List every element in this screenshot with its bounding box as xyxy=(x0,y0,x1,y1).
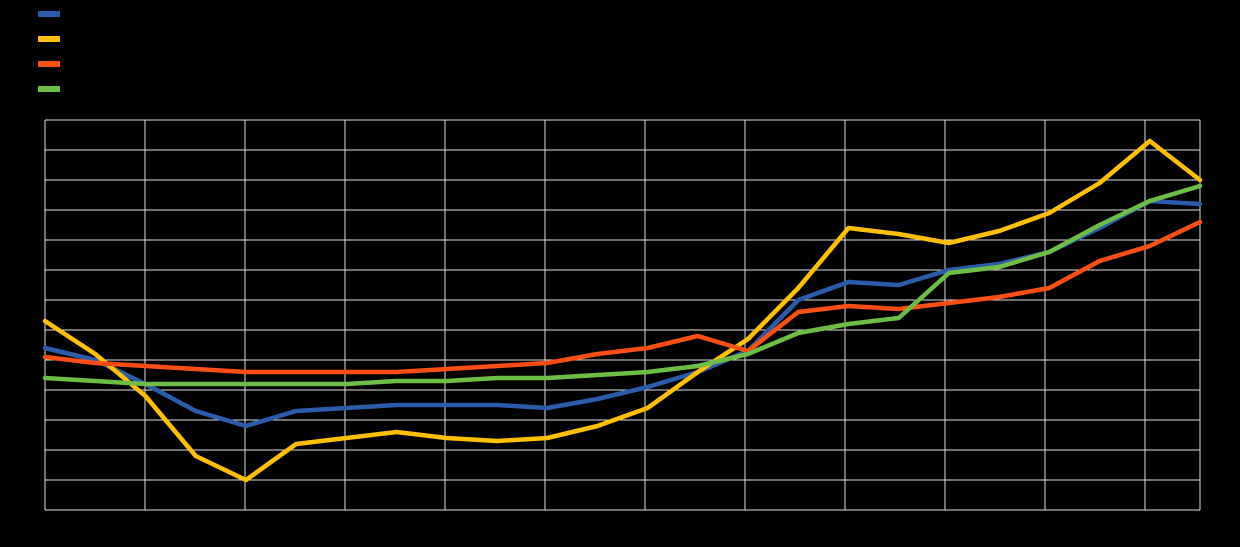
series-line-series-3 xyxy=(42,219,1203,375)
legend-item-series-1 xyxy=(38,11,68,17)
chart-legend xyxy=(38,11,68,111)
series-line-series-1 xyxy=(42,198,1203,429)
series-line-series-2 xyxy=(42,138,1203,483)
series-line-series-4 xyxy=(42,183,1203,387)
legend-item-series-3 xyxy=(38,61,68,67)
legend-swatch-series-1 xyxy=(38,11,60,17)
legend-swatch-series-4 xyxy=(38,86,60,92)
legend-swatch-series-3 xyxy=(38,61,60,67)
legend-item-series-2 xyxy=(38,36,68,42)
legend-swatch-series-2 xyxy=(38,36,60,42)
legend-item-series-4 xyxy=(38,86,68,92)
